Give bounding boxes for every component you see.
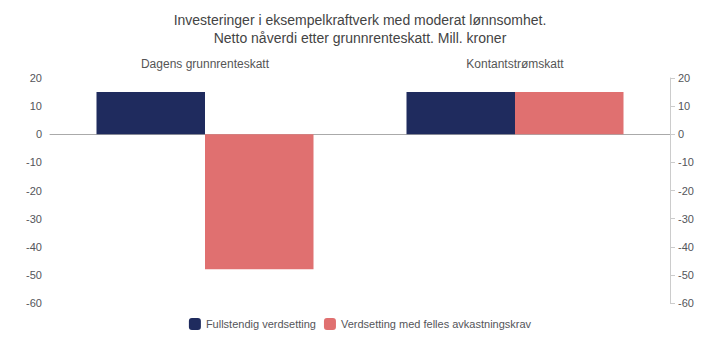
svg-text:-50: -50	[678, 269, 694, 281]
svg-text:0: 0	[678, 128, 684, 140]
svg-text:10: 10	[30, 100, 42, 112]
svg-text:-30: -30	[678, 213, 694, 225]
svg-text:Verdsetting med felles avkastn: Verdsetting med felles avkastningskrav	[341, 318, 532, 330]
svg-text:-40: -40	[26, 241, 42, 253]
svg-text:Investeringer i eksempelkraftv: Investeringer i eksempelkraftverk med mo…	[174, 12, 547, 28]
svg-text:10: 10	[678, 100, 690, 112]
svg-text:Netto nåverdi etter grunnrente: Netto nåverdi etter grunnrenteskatt. Mil…	[214, 30, 507, 46]
svg-text:-20: -20	[678, 185, 694, 197]
svg-text:-40: -40	[678, 241, 694, 253]
svg-text:-30: -30	[26, 213, 42, 225]
svg-text:-60: -60	[26, 297, 42, 309]
svg-text:Dagens grunnrenteskatt: Dagens grunnrenteskatt	[141, 57, 270, 71]
svg-text:0: 0	[36, 128, 42, 140]
svg-text:-10: -10	[26, 156, 42, 168]
svg-text:-10: -10	[678, 156, 694, 168]
svg-text:-20: -20	[26, 185, 42, 197]
svg-text:-50: -50	[26, 269, 42, 281]
svg-text:-60: -60	[678, 297, 694, 309]
svg-text:Kontantstrømskatt: Kontantstrømskatt	[466, 57, 564, 71]
svg-text:Fullstendig verdsetting: Fullstendig verdsetting	[206, 318, 316, 330]
svg-text:20: 20	[30, 72, 42, 84]
svg-text:20: 20	[678, 72, 690, 84]
